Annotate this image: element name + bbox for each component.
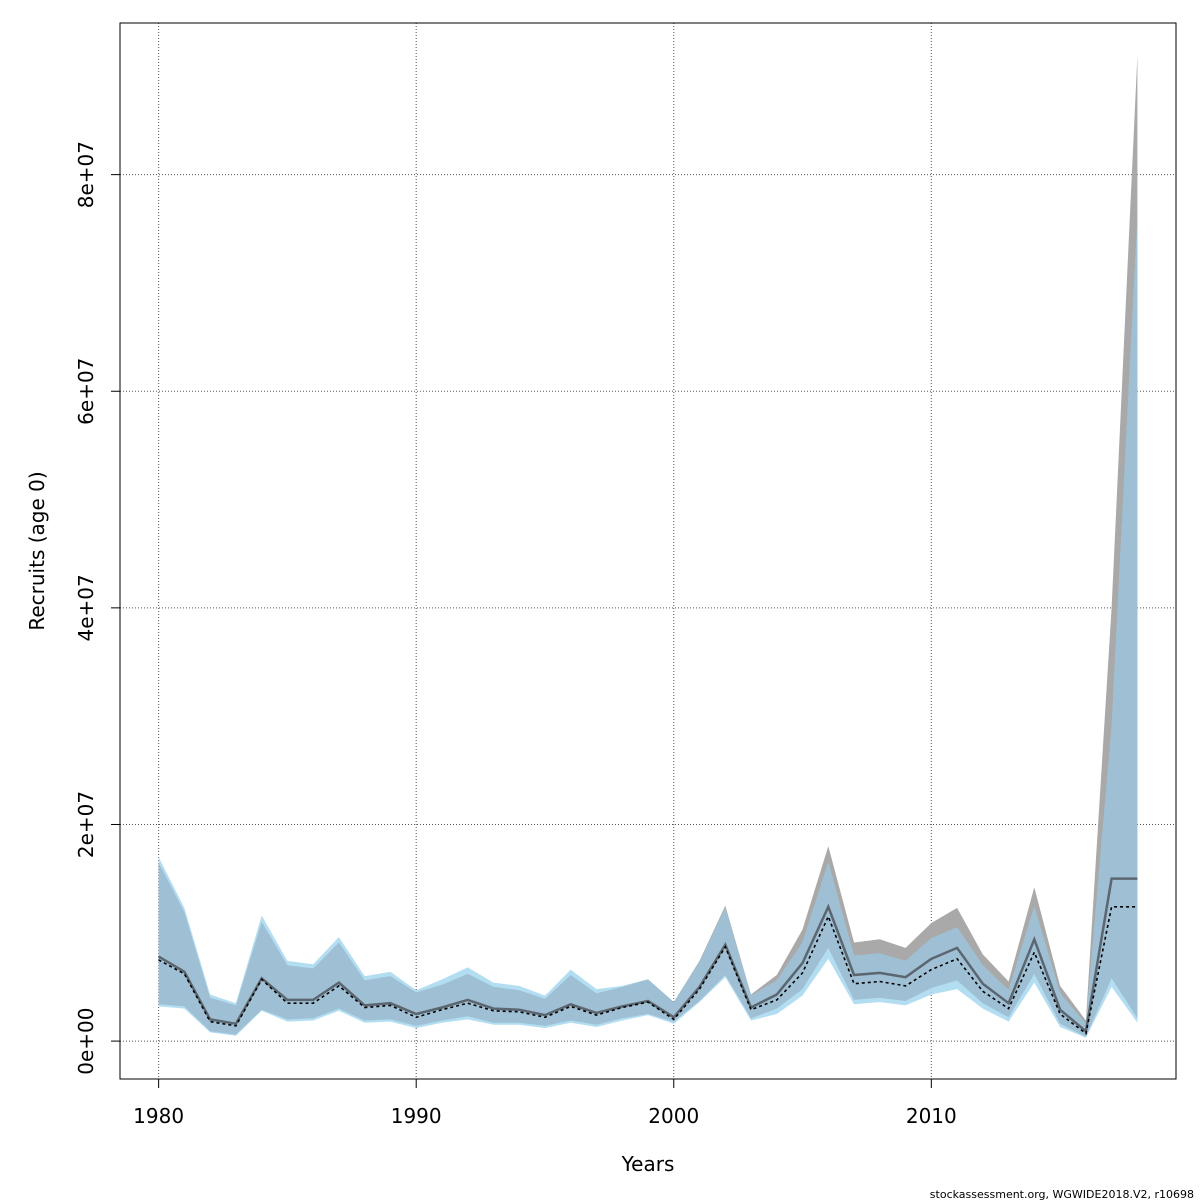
y-tick-label: 2e+07 <box>74 791 98 858</box>
series-2-band <box>158 218 1138 1038</box>
series-1-line <box>157 877 1138 1034</box>
series-lines <box>157 877 1138 1035</box>
y-tick-label: 6e+07 <box>74 358 98 425</box>
x-tick-label: 2010 <box>906 1104 957 1128</box>
confidence-bands <box>158 55 1138 1038</box>
x-tick-label: 2000 <box>648 1104 699 1128</box>
y-tick-label: 8e+07 <box>74 141 98 208</box>
series-2-line <box>158 906 1138 1035</box>
band-overlap <box>158 218 1138 1037</box>
grid-lines <box>120 23 1176 1079</box>
x-tick-label: 1990 <box>391 1104 442 1128</box>
y-tick-label: 0e+00 <box>74 1007 98 1074</box>
footer-credit: stockassessment.org, WGWIDE2018.V2, r106… <box>930 1188 1194 1200</box>
series-1-band <box>158 55 1138 1037</box>
y-tick-label: 4e+07 <box>74 574 98 641</box>
plot-frame <box>119 22 1177 1080</box>
axes: 1980 1990 2000 2010 0e+00 2e+07 4e+07 6e+07 8e+0… <box>74 141 957 1128</box>
y-axis-title: Recruits (age 0) <box>25 471 49 630</box>
x-axis-title: Years <box>621 1152 675 1176</box>
x-tick-label: 1980 <box>133 1104 184 1128</box>
